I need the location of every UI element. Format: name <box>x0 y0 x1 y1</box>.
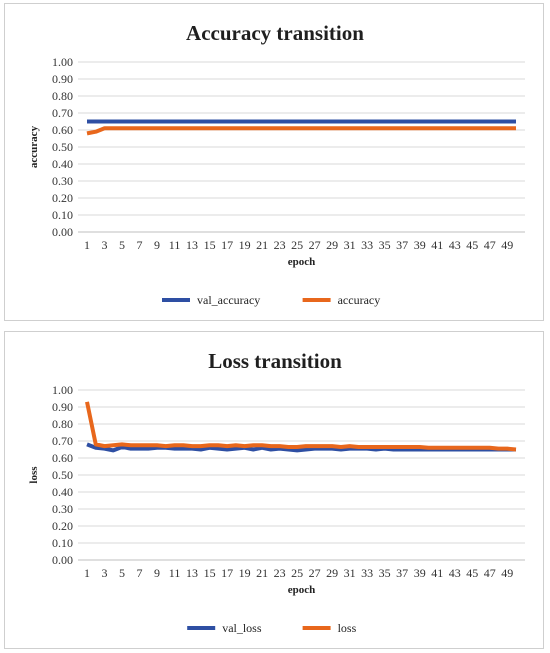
accuracy-y-tick-label: 0.30 <box>52 174 73 188</box>
accuracy-y-tick-label: 0.40 <box>52 157 73 171</box>
loss-y-tick-label: 0.70 <box>52 434 73 448</box>
accuracy-x-tick-label: 7 <box>137 238 143 252</box>
loss-y-tick-label: 0.30 <box>52 502 73 516</box>
loss-chart-panel: Loss transition 0.00 0.10 0.20 0.30 0.40 0.50 0… <box>4 331 544 649</box>
loss-x-tick-label: 3 <box>102 566 108 580</box>
accuracy-x-tick-label: 1 <box>84 238 90 252</box>
accuracy-y-tick-label: 0.10 <box>52 208 73 222</box>
accuracy-x-tick-label: 39 <box>414 238 426 252</box>
accuracy-x-tick-label: 21 <box>256 238 268 252</box>
accuracy-x-tick-label: 15 <box>204 238 216 252</box>
accuracy-legend-label-val-accuracy: val_accuracy <box>197 293 260 307</box>
loss-chart-title: Loss transition <box>208 349 342 373</box>
loss-y-tick-label: 0.00 <box>52 553 73 567</box>
accuracy-chart-panel: Accuracy transition 0.00 0.10 0.20 0.30 0.40 0… <box>4 3 544 321</box>
accuracy-y-tick-label: 0.80 <box>52 89 73 103</box>
loss-y-tick-label: 0.50 <box>52 468 73 482</box>
accuracy-chart-title: Accuracy transition <box>186 21 364 45</box>
loss-x-tick-label: 15 <box>204 566 216 580</box>
accuracy-x-tick-label: 13 <box>186 238 198 252</box>
accuracy-x-tick-label: 47 <box>484 238 496 252</box>
accuracy-x-tick-label: 23 <box>274 238 286 252</box>
loss-x-axis-label: epoch <box>288 584 316 596</box>
accuracy-y-tick-label: 0.50 <box>52 140 73 154</box>
loss-series-line-loss <box>85 401 517 452</box>
loss-y-tick-label: 0.40 <box>52 485 73 499</box>
accuracy-y-tick-label: 0.20 <box>52 191 73 205</box>
accuracy-x-axis-label: epoch <box>288 256 316 268</box>
accuracy-legend-label-accuracy: accuracy <box>338 293 381 307</box>
loss-x-tick-label: 39 <box>414 566 426 580</box>
loss-x-tick-label: 47 <box>484 566 496 580</box>
loss-x-tick-label: 49 <box>501 566 513 580</box>
loss-x-tick-label: 43 <box>449 566 461 580</box>
loss-y-tick-label: 0.60 <box>52 451 73 465</box>
accuracy-x-tick-label: 3 <box>102 238 108 252</box>
accuracy-x-tick-label: 35 <box>379 238 391 252</box>
accuracy-x-tick-label: 25 <box>291 238 303 252</box>
loss-x-tick-label: 9 <box>154 566 160 580</box>
accuracy-x-tick-label: 41 <box>431 238 443 252</box>
loss-y-axis-label: loss <box>28 466 40 484</box>
accuracy-y-tick-label: 0.70 <box>52 106 73 120</box>
accuracy-x-tick-label: 45 <box>466 238 478 252</box>
loss-x-tick-label: 27 <box>309 566 321 580</box>
loss-x-tick-label: 31 <box>344 566 356 580</box>
loss-x-tick-label: 37 <box>396 566 408 580</box>
loss-y-tick-label: 1.00 <box>52 383 73 397</box>
loss-y-tick-label: 0.20 <box>52 519 73 533</box>
loss-x-tick-label: 35 <box>379 566 391 580</box>
accuracy-chart: Accuracy transition 0.00 0.10 0.20 0.30 0.40 0… <box>28 21 525 307</box>
loss-x-tick-label: 5 <box>119 566 125 580</box>
loss-x-tick-label: 19 <box>239 566 251 580</box>
accuracy-x-tick-label: 49 <box>501 238 513 252</box>
loss-x-tick-label: 1 <box>84 566 90 580</box>
loss-x-tick-label: 13 <box>186 566 198 580</box>
accuracy-y-tick-label: 0.00 <box>52 225 73 239</box>
loss-legend-label-val-loss: val_loss <box>222 621 262 635</box>
accuracy-x-tick-label: 9 <box>154 238 160 252</box>
loss-x-tick-label: 7 <box>137 566 143 580</box>
loss-x-tick-label: 41 <box>431 566 443 580</box>
accuracy-x-tick-label: 19 <box>239 238 251 252</box>
accuracy-x-tick-label: 27 <box>309 238 321 252</box>
accuracy-y-tick-label: 0.60 <box>52 123 73 137</box>
loss-x-tick-label: 23 <box>274 566 286 580</box>
loss-x-tick-label: 21 <box>256 566 268 580</box>
loss-y-tick-label: 0.80 <box>52 417 73 431</box>
accuracy-x-tick-label: 5 <box>119 238 125 252</box>
accuracy-x-tick-label: 43 <box>449 238 461 252</box>
accuracy-y-tick-label: 1.00 <box>52 55 73 69</box>
loss-chart: Loss transition 0.00 0.10 0.20 0.30 0.40 0.50 0… <box>28 349 525 635</box>
loss-y-tick-label: 0.90 <box>52 400 73 414</box>
accuracy-series-line-accuracy <box>86 126 516 136</box>
loss-x-tick-label: 17 <box>221 566 233 580</box>
accuracy-x-tick-label: 17 <box>221 238 233 252</box>
accuracy-x-tick-label: 11 <box>169 238 181 252</box>
loss-x-tick-label: 11 <box>169 566 181 580</box>
loss-x-tick-label: 25 <box>291 566 303 580</box>
accuracy-x-tick-label: 31 <box>344 238 356 252</box>
accuracy-x-tick-label: 29 <box>326 238 338 252</box>
loss-x-tick-label: 33 <box>361 566 373 580</box>
loss-x-tick-label: 45 <box>466 566 478 580</box>
accuracy-x-tick-label: 37 <box>396 238 408 252</box>
loss-x-tick-label: 29 <box>326 566 338 580</box>
accuracy-x-tick-label: 33 <box>361 238 373 252</box>
accuracy-y-tick-label: 0.90 <box>52 72 73 86</box>
loss-y-tick-label: 0.10 <box>52 536 73 550</box>
accuracy-y-axis-label: accuracy <box>28 125 40 168</box>
loss-legend-label-loss: loss <box>338 621 357 635</box>
